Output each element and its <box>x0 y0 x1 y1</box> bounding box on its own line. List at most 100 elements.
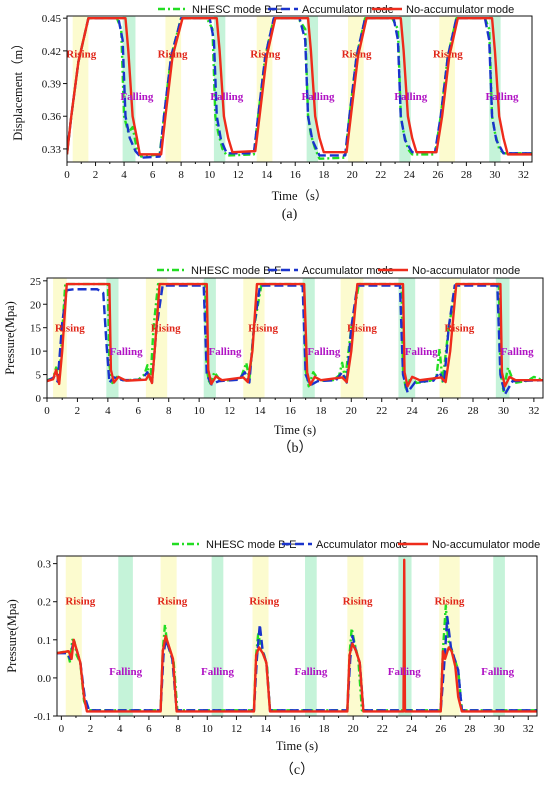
rising-label: Rising <box>65 595 95 607</box>
x-tick-label: 28 <box>468 405 480 417</box>
x-tick-label: 0 <box>44 405 50 417</box>
x-tick-label: 18 <box>315 405 327 417</box>
x-tick-label: 2 <box>93 169 99 181</box>
falling-label: Falling <box>201 666 235 678</box>
x-tick-label: 8 <box>166 405 172 417</box>
x-tick-label: 12 <box>224 405 235 417</box>
y-axis-label: Pressure(Mpa) <box>5 599 19 673</box>
falling-label: Falling <box>120 91 154 103</box>
rising-label: Rising <box>151 322 181 334</box>
x-tick-label: 28 <box>464 723 476 735</box>
panel-caption: （c） <box>280 762 314 778</box>
x-tick-label: 0 <box>59 723 65 735</box>
falling-label: Falling <box>394 91 428 103</box>
y-tick-label: 10 <box>30 346 42 358</box>
x-tick-label: 12 <box>233 169 244 181</box>
falling-label: Falling <box>210 91 244 103</box>
x-tick-label: 10 <box>204 169 216 181</box>
falling-label: Falling <box>486 91 520 103</box>
series-line-nhesc <box>47 282 543 393</box>
x-tick-label: 16 <box>289 723 301 735</box>
x-tick-label: 32 <box>518 169 529 181</box>
legend-label: NHESC mode B-E <box>192 4 282 16</box>
panel-caption: (a) <box>282 207 298 222</box>
x-tick-label: 28 <box>461 169 473 181</box>
legend-label: NHESC mode B-E <box>206 539 296 551</box>
x-tick-label: 20 <box>347 169 359 181</box>
falling-label: Falling <box>307 346 341 358</box>
x-tick-label: 24 <box>407 405 419 417</box>
falling-label: Falling <box>294 666 328 678</box>
legend-label: Accumulator mode <box>302 4 394 16</box>
series-line-nhesc <box>67 16 532 160</box>
x-tick-label: 18 <box>318 169 330 181</box>
x-tick-label: 20 <box>348 723 360 735</box>
x-tick-label: 4 <box>105 405 111 417</box>
rising-label: Rising <box>158 48 188 60</box>
rising-label: Rising <box>55 322 85 334</box>
y-tick-label: 0.0 <box>37 673 51 685</box>
y-axis-label: Displacement（m） <box>11 37 25 140</box>
x-tick-label: 2 <box>75 405 81 417</box>
rising-label: Rising <box>444 322 474 334</box>
y-tick-label: 20 <box>30 299 42 311</box>
x-tick-label: 24 <box>404 169 416 181</box>
y-tick-label: 0.33 <box>42 144 62 156</box>
x-tick-label: 22 <box>377 723 388 735</box>
x-tick-label: 14 <box>255 405 267 417</box>
falling-label: Falling <box>302 91 336 103</box>
x-tick-label: 22 <box>375 169 386 181</box>
x-tick-label: 6 <box>136 405 142 417</box>
y-tick-label: 0.42 <box>42 46 61 58</box>
legend-label: No-accumulator mode <box>432 539 540 551</box>
rising-label: Rising <box>248 322 278 334</box>
x-tick-label: 26 <box>432 169 444 181</box>
x-tick-label: 0 <box>64 169 70 181</box>
x-tick-label: 2 <box>88 723 94 735</box>
rising-label: Rising <box>66 48 96 60</box>
falling-label: Falling <box>388 666 422 678</box>
x-tick-label: 18 <box>318 723 330 735</box>
x-tick-label: 8 <box>178 169 184 181</box>
x-tick-label: 6 <box>150 169 156 181</box>
plot-frame <box>56 555 538 717</box>
y-tick-label: 25 <box>30 276 42 288</box>
y-tick-label: 0.3 <box>37 559 51 571</box>
x-axis-label: Time (s) <box>274 423 316 437</box>
y-tick-label: 0 <box>36 393 42 405</box>
y-tick-label: 0.36 <box>42 111 62 123</box>
x-axis-label: Time (s) <box>276 739 318 753</box>
y-tick-label: 0.45 <box>42 13 62 25</box>
x-tick-label: 10 <box>202 723 214 735</box>
y-tick-label: 0.39 <box>42 79 62 91</box>
rising-label: Rising <box>157 595 187 607</box>
x-tick-label: 8 <box>175 723 181 735</box>
legend-label: No-accumulator mode <box>406 4 514 16</box>
falling-label: Falling <box>405 346 439 358</box>
falling-label: Falling <box>501 346 535 358</box>
falling-band <box>211 556 224 716</box>
x-tick-label: 14 <box>261 169 273 181</box>
legend-label: No-accumulator mode <box>412 265 520 277</box>
x-tick-label: 32 <box>523 723 534 735</box>
x-tick-label: 24 <box>406 723 418 735</box>
rising-label: Rising <box>249 595 279 607</box>
falling-label: Falling <box>481 666 515 678</box>
y-tick-label: 15 <box>30 323 42 335</box>
rising-label: Rising <box>250 48 280 60</box>
series-line-no-accumulator <box>57 558 537 713</box>
falling-band <box>305 556 317 716</box>
y-tick-label: -0.1 <box>34 711 51 723</box>
falling-band <box>118 556 133 716</box>
x-tick-label: 14 <box>260 723 272 735</box>
x-tick-label: 12 <box>231 723 242 735</box>
rising-band <box>72 16 89 162</box>
legend-label: NHESC mode B-E <box>191 265 281 277</box>
rising-label: Rising <box>433 48 463 60</box>
x-tick-label: 16 <box>290 169 302 181</box>
x-tick-label: 26 <box>435 723 447 735</box>
x-tick-label: 10 <box>194 405 206 417</box>
legend-label: Accumulator mode <box>302 265 394 277</box>
rising-band <box>65 556 82 716</box>
